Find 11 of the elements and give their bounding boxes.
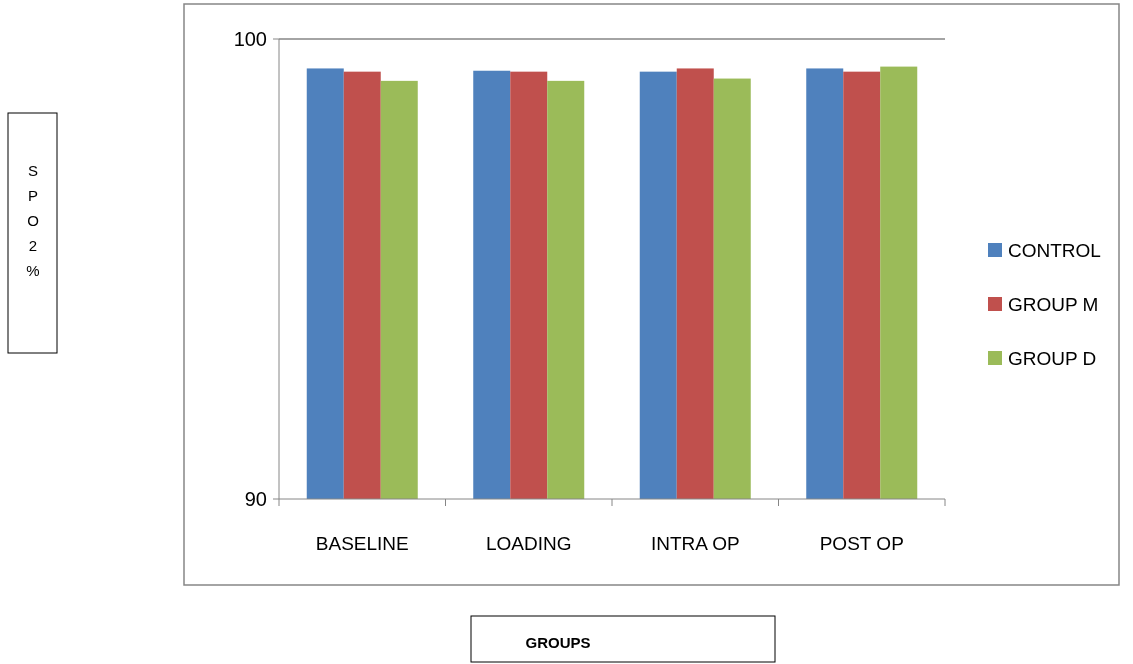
y-tick-label: 100 — [233, 28, 267, 50]
text: SPO2% — [26, 162, 40, 279]
text: GROUPS — [525, 634, 591, 651]
x-tick-label: POST OP — [819, 533, 904, 554]
legend-label: CONTROL — [1008, 239, 1101, 261]
legend-label: GROUP D — [1008, 347, 1097, 369]
legend-label: GROUP M — [1008, 293, 1099, 315]
y-tick-label: 90 — [244, 488, 267, 510]
x-tick-label: INTRA OP — [650, 533, 740, 554]
x-tick-label: BASELINE — [315, 533, 409, 554]
x-tick-label: LOADING — [485, 533, 572, 554]
